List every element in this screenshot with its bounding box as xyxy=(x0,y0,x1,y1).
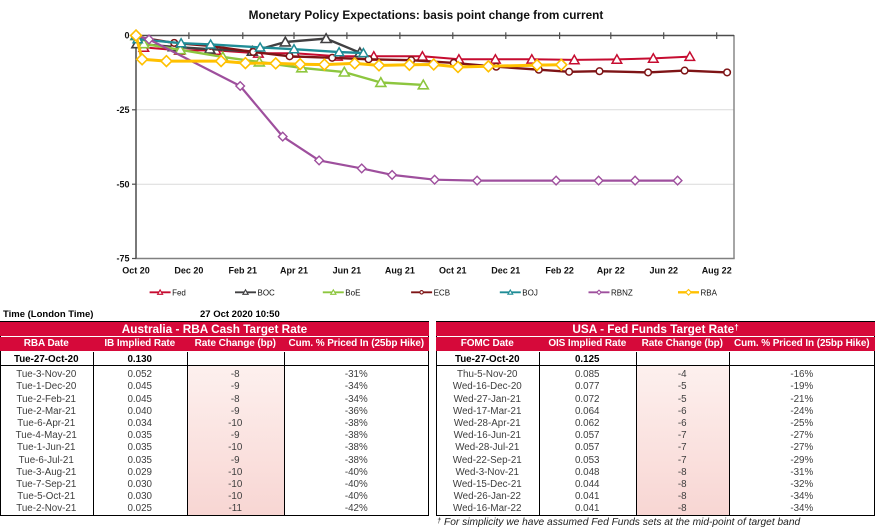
svg-text:Monetary Policy Expectations:: Monetary Policy Expectations: basis poin… xyxy=(249,8,604,22)
svg-text:BoE: BoE xyxy=(345,288,360,297)
svg-text:Jun 22: Jun 22 xyxy=(649,266,678,276)
svg-text:Feb 21: Feb 21 xyxy=(229,266,258,276)
svg-text:-50: -50 xyxy=(116,179,129,189)
svg-text:Dec 20: Dec 20 xyxy=(174,266,203,276)
svg-text:Oct 21: Oct 21 xyxy=(439,266,467,276)
svg-text:Aug 22: Aug 22 xyxy=(702,266,732,276)
svg-text:Oct 20: Oct 20 xyxy=(122,266,150,276)
svg-text:RBA: RBA xyxy=(701,288,718,297)
svg-text:ECB: ECB xyxy=(434,288,450,297)
svg-text:0: 0 xyxy=(124,31,129,41)
svg-text:Apr 22: Apr 22 xyxy=(597,266,625,276)
svg-text:Dec 21: Dec 21 xyxy=(491,266,520,276)
svg-text:-25: -25 xyxy=(116,105,129,115)
svg-text:Feb 22: Feb 22 xyxy=(545,266,574,276)
svg-text:Aug 21: Aug 21 xyxy=(385,266,415,276)
svg-text:RBNZ: RBNZ xyxy=(611,288,633,297)
svg-text:-75: -75 xyxy=(116,254,129,264)
svg-text:Apr 21: Apr 21 xyxy=(280,266,308,276)
svg-text:Jun 21: Jun 21 xyxy=(333,266,362,276)
svg-text:BOC: BOC xyxy=(258,288,276,297)
svg-text:Fed: Fed xyxy=(172,288,186,297)
svg-text:BOJ: BOJ xyxy=(522,288,538,297)
